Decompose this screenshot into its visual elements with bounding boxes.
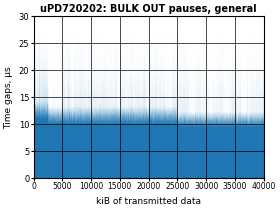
Y-axis label: Time gaps, μs: Time gaps, μs [4, 66, 13, 129]
X-axis label: kiB of transmitted data: kiB of transmitted data [96, 197, 201, 206]
Title: uPD720202: BULK OUT pauses, general: uPD720202: BULK OUT pauses, general [40, 4, 257, 14]
